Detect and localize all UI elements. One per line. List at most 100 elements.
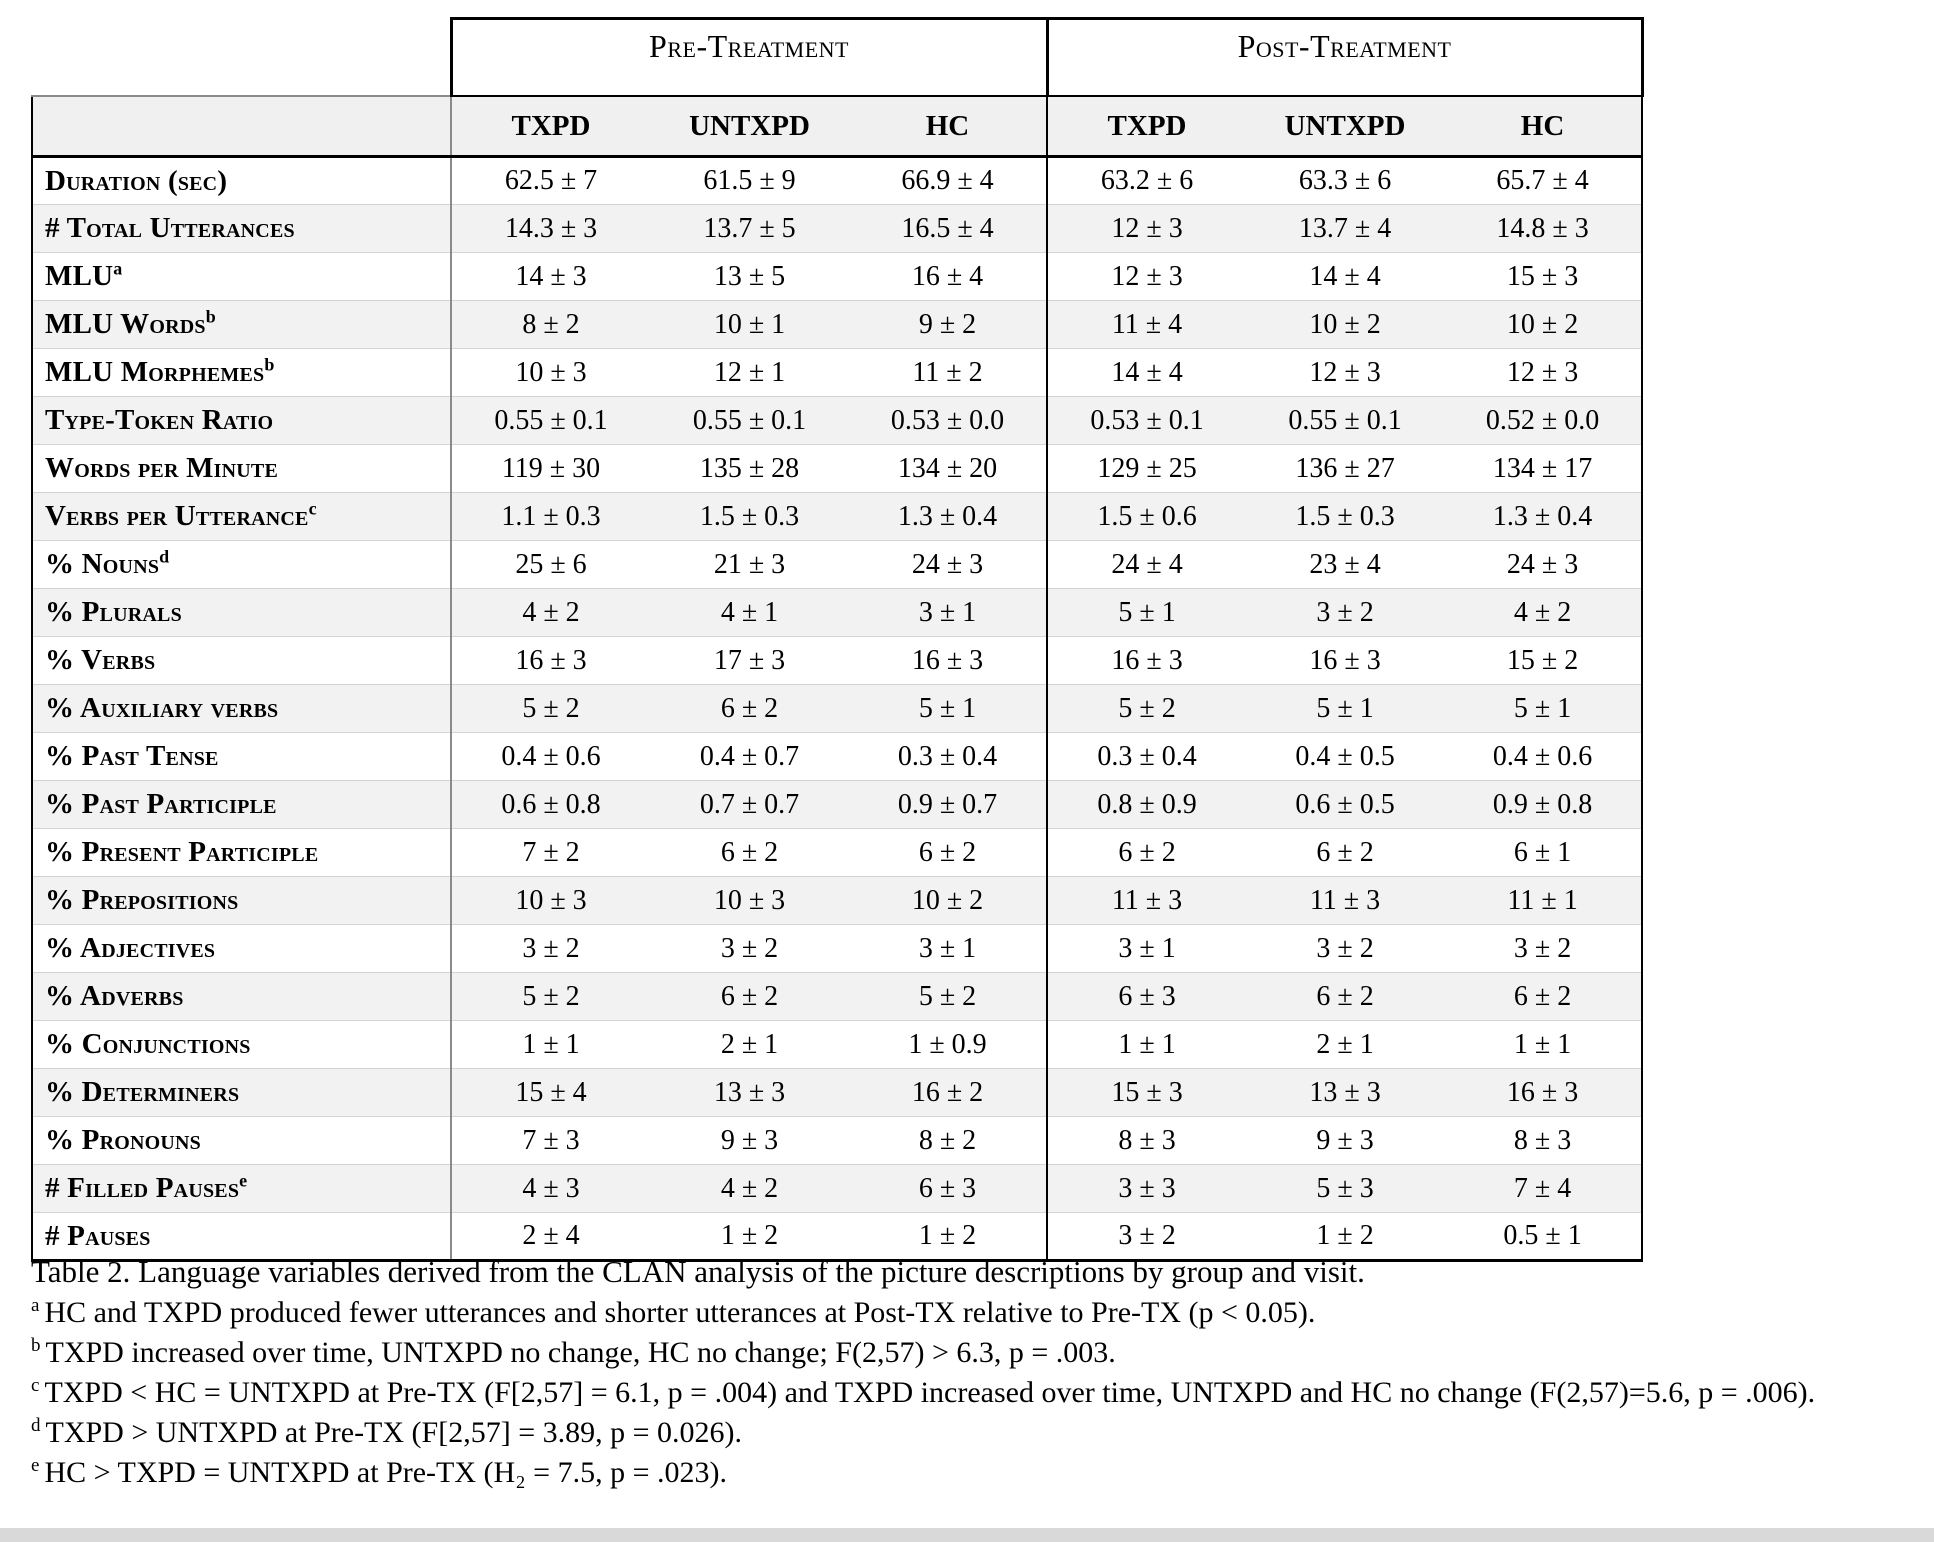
cell-hc-pre: 3 ± 1 [849, 588, 1049, 637]
table-row: Type-Token Ratio 0.55 ± 0.1 0.55 ± 0.1 0… [31, 396, 1644, 445]
cell-untxpd-pre: 0.7 ± 0.7 [650, 780, 849, 829]
cell-untxpd-pre: 1.5 ± 0.3 [650, 492, 849, 541]
row-label: % Adjectives [31, 924, 452, 973]
table-row: % Past Tense 0.4 ± 0.6 0.4 ± 0.7 0.3 ± 0… [31, 732, 1644, 781]
table-row: % Pronouns 7 ± 3 9 ± 3 8 ± 2 8 ± 3 9 ± 3… [31, 1116, 1644, 1165]
cell-hc-post: 24 ± 3 [1444, 540, 1644, 589]
cell-hc-post: 0.9 ± 0.8 [1444, 780, 1644, 829]
cell-txpd-pre: 1 ± 1 [451, 1020, 650, 1069]
cell-hc-pre: 134 ± 20 [849, 444, 1049, 493]
row-label: % Auxiliary verbs [31, 684, 452, 733]
cell-untxpd-pre: 0.55 ± 0.1 [650, 396, 849, 445]
cell-hc-pre: 8 ± 2 [849, 1116, 1049, 1165]
cell-txpd-pre: 119 ± 30 [451, 444, 650, 493]
table-body: Duration (sec) 62.5 ± 7 61.5 ± 9 66.9 ± … [31, 156, 1644, 1262]
col-header-hc-post: HC [1444, 96, 1644, 158]
cell-hc-post: 15 ± 3 [1444, 252, 1644, 301]
cell-hc-post: 0.52 ± 0.0 [1444, 396, 1644, 445]
footnote-text: TXPD > UNTXPD at Pre-TX (F[2,57] = 3.89,… [45, 1416, 743, 1449]
cell-txpd-post: 12 ± 3 [1047, 252, 1247, 301]
cell-untxpd-pre: 13.7 ± 5 [650, 204, 849, 253]
corner-cell [32, 18, 451, 97]
footnote-marker: b [31, 1335, 41, 1356]
footnote: d TXPD > UNTXPD at Pre-TX (F[2,57] = 3.89… [31, 1413, 1891, 1453]
row-label: # Total Utterances [31, 204, 452, 253]
row-label: Type-Token Ratio [31, 396, 452, 445]
table-row: # Filled Pausese 4 ± 3 4 ± 2 6 ± 3 3 ± 3… [31, 1164, 1644, 1213]
table-row: % Verbs 16 ± 3 17 ± 3 16 ± 3 16 ± 3 16 ±… [31, 636, 1644, 685]
cell-txpd-pre: 15 ± 4 [451, 1068, 650, 1117]
table-row: % Prepositions 10 ± 3 10 ± 3 10 ± 2 11 ±… [31, 876, 1644, 925]
cell-hc-post: 11 ± 1 [1444, 876, 1644, 925]
table-row: % Plurals 4 ± 2 4 ± 1 3 ± 1 5 ± 1 3 ± 2 … [31, 588, 1644, 637]
cell-hc-post: 1 ± 1 [1444, 1020, 1644, 1069]
cell-hc-pre: 6 ± 3 [849, 1164, 1049, 1213]
cell-hc-post: 4 ± 2 [1444, 588, 1644, 637]
cell-hc-pre: 16.5 ± 4 [849, 204, 1049, 253]
post-treatment-header: Post-Treatment [1045, 17, 1644, 97]
cell-untxpd-post: 2 ± 1 [1246, 1020, 1445, 1069]
cell-hc-post: 0.5 ± 1 [1444, 1212, 1644, 1262]
row-label: % Past Participle [31, 780, 452, 829]
cell-txpd-pre: 5 ± 2 [451, 972, 650, 1021]
footnote: b TXPD increased over time, UNTXPD no cha… [31, 1333, 1891, 1373]
row-label: Duration (sec) [31, 156, 452, 205]
table-row: MLU Morphemesb 10 ± 3 12 ± 1 11 ± 2 14 ±… [31, 348, 1644, 397]
cell-hc-pre: 5 ± 1 [849, 684, 1049, 733]
table-row: % Adjectives 3 ± 2 3 ± 2 3 ± 1 3 ± 1 3 ±… [31, 924, 1644, 973]
cell-txpd-post: 16 ± 3 [1047, 636, 1247, 685]
cell-txpd-pre: 7 ± 3 [451, 1116, 650, 1165]
cell-untxpd-post: 11 ± 3 [1246, 876, 1445, 925]
cell-hc-post: 16 ± 3 [1444, 1068, 1644, 1117]
cell-untxpd-post: 16 ± 3 [1246, 636, 1445, 685]
language-variables-table: Pre-Treatment Post-Treatment TXPD UNTXPD… [31, 17, 1644, 1262]
table-row: % Conjunctions 1 ± 1 2 ± 1 1 ± 0.9 1 ± 1… [31, 1020, 1644, 1069]
footnote-marker: e [31, 1455, 40, 1476]
cell-untxpd-pre: 1 ± 2 [650, 1212, 849, 1262]
cell-untxpd-post: 0.55 ± 0.1 [1246, 396, 1445, 445]
pre-treatment-header: Pre-Treatment [449, 17, 1049, 97]
cell-untxpd-pre: 17 ± 3 [650, 636, 849, 685]
cell-untxpd-post: 13.7 ± 4 [1246, 204, 1445, 253]
table-row: % Auxiliary verbs 5 ± 2 6 ± 2 5 ± 1 5 ± … [31, 684, 1644, 733]
cell-hc-pre: 9 ± 2 [849, 300, 1049, 349]
table-row: # Pauses 2 ± 4 1 ± 2 1 ± 2 3 ± 2 1 ± 2 0… [31, 1212, 1644, 1262]
cell-untxpd-pre: 61.5 ± 9 [650, 156, 849, 205]
cell-hc-pre: 3 ± 1 [849, 924, 1049, 973]
cell-untxpd-post: 6 ± 2 [1246, 828, 1445, 877]
cell-hc-pre: 16 ± 3 [849, 636, 1049, 685]
row-label: Words per Minute [31, 444, 452, 493]
column-header-row: TXPD UNTXPD HC TXPD UNTXPD HC [31, 96, 1644, 158]
cell-untxpd-post: 14 ± 4 [1246, 252, 1445, 301]
row-label: % Determiners [31, 1068, 452, 1117]
cell-txpd-post: 1.5 ± 0.6 [1047, 492, 1247, 541]
cell-untxpd-post: 0.4 ± 0.5 [1246, 732, 1445, 781]
cell-untxpd-pre: 0.4 ± 0.7 [650, 732, 849, 781]
cell-untxpd-post: 63.3 ± 6 [1246, 156, 1445, 205]
cell-hc-post: 6 ± 1 [1444, 828, 1644, 877]
cell-hc-pre: 1 ± 0.9 [849, 1020, 1049, 1069]
cell-untxpd-post: 9 ± 3 [1246, 1116, 1445, 1165]
col-header-untxpd-post: UNTXPD [1246, 96, 1445, 158]
cell-untxpd-post: 1.5 ± 0.3 [1246, 492, 1445, 541]
row-label: MLU Wordsb [31, 300, 452, 349]
cell-txpd-pre: 1.1 ± 0.3 [451, 492, 650, 541]
cell-untxpd-pre: 6 ± 2 [650, 972, 849, 1021]
cell-txpd-post: 0.3 ± 0.4 [1047, 732, 1247, 781]
cell-untxpd-post: 23 ± 4 [1246, 540, 1445, 589]
row-label: % Conjunctions [31, 1020, 452, 1069]
footnote: a HC and TXPD produced fewer utterances a… [31, 1293, 1891, 1333]
cell-hc-pre: 16 ± 4 [849, 252, 1049, 301]
cell-hc-post: 14.8 ± 3 [1444, 204, 1644, 253]
row-label: % Prepositions [31, 876, 452, 925]
cell-txpd-pre: 4 ± 2 [451, 588, 650, 637]
row-label: MLU Morphemesb [31, 348, 452, 397]
table-caption: Table 2. Language variables derived from… [31, 1254, 1365, 1289]
cell-untxpd-post: 5 ± 3 [1246, 1164, 1445, 1213]
cell-txpd-post: 63.2 ± 6 [1047, 156, 1247, 205]
cell-untxpd-pre: 4 ± 1 [650, 588, 849, 637]
cell-txpd-post: 5 ± 1 [1047, 588, 1247, 637]
cell-hc-pre: 66.9 ± 4 [849, 156, 1049, 205]
cell-txpd-pre: 25 ± 6 [451, 540, 650, 589]
